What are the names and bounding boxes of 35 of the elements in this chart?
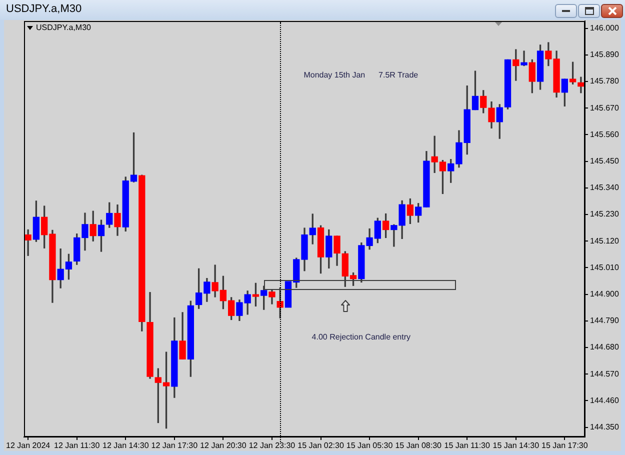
x-tick-label: 15 Jan 14:30 bbox=[492, 441, 540, 450]
y-tick-label: 145.560 bbox=[590, 130, 620, 139]
annotation: 7.5R Trade bbox=[378, 70, 419, 80]
x-tick-label: 15 Jan 05:30 bbox=[346, 441, 394, 450]
y-tick-label: 144.570 bbox=[590, 369, 620, 378]
x-tick-label: 12 Jan 23:30 bbox=[248, 441, 296, 450]
chart-subtitle: USDJPY.a,M30 bbox=[36, 23, 91, 32]
x-tick-label: 15 Jan 11:30 bbox=[444, 441, 490, 450]
x-tick-label: 15 Jan 02:30 bbox=[298, 441, 344, 450]
x-tick-label: 12 Jan 20:30 bbox=[200, 441, 247, 450]
y-tick-label: 146.000 bbox=[590, 23, 620, 32]
annotation: 4.00 Rejection Candle entry bbox=[312, 332, 411, 342]
x-tick-label: 15 Jan 17:30 bbox=[542, 441, 588, 450]
y-tick-label: 144.790 bbox=[590, 316, 620, 326]
y-tick-label: 145.670 bbox=[590, 103, 620, 112]
x-tick-label: 12 Jan 2024 bbox=[6, 441, 51, 450]
y-tick-label: 145.010 bbox=[590, 262, 620, 272]
x-tick-label: 15 Jan 08:30 bbox=[395, 441, 442, 450]
x-tick-label: 12 Jan 17:30 bbox=[151, 441, 198, 450]
y-tick-label: 145.450 bbox=[590, 156, 620, 166]
y-tick-label: 145.230 bbox=[590, 210, 620, 219]
y-tick-label: 144.350 bbox=[590, 422, 620, 432]
y-tick-label: 145.340 bbox=[590, 183, 620, 192]
x-tick-label: 12 Jan 11:30 bbox=[54, 441, 100, 450]
y-tick-label: 144.900 bbox=[590, 290, 620, 299]
y-tick-label: 145.890 bbox=[590, 50, 620, 60]
x-tick-label: 12 Jan 14:30 bbox=[102, 441, 150, 450]
annotation: Monday 15th Jan bbox=[304, 70, 366, 80]
y-tick-label: 145.120 bbox=[590, 236, 620, 246]
y-tick-label: 145.780 bbox=[590, 76, 620, 86]
candlestick bbox=[520, 50, 528, 66]
chart-title: USDJPY.a,M30 bbox=[6, 3, 82, 16]
y-tick-label: 144.460 bbox=[590, 396, 620, 405]
y-tick-label: 144.680 bbox=[590, 342, 620, 352]
candlestick bbox=[24, 229, 32, 256]
